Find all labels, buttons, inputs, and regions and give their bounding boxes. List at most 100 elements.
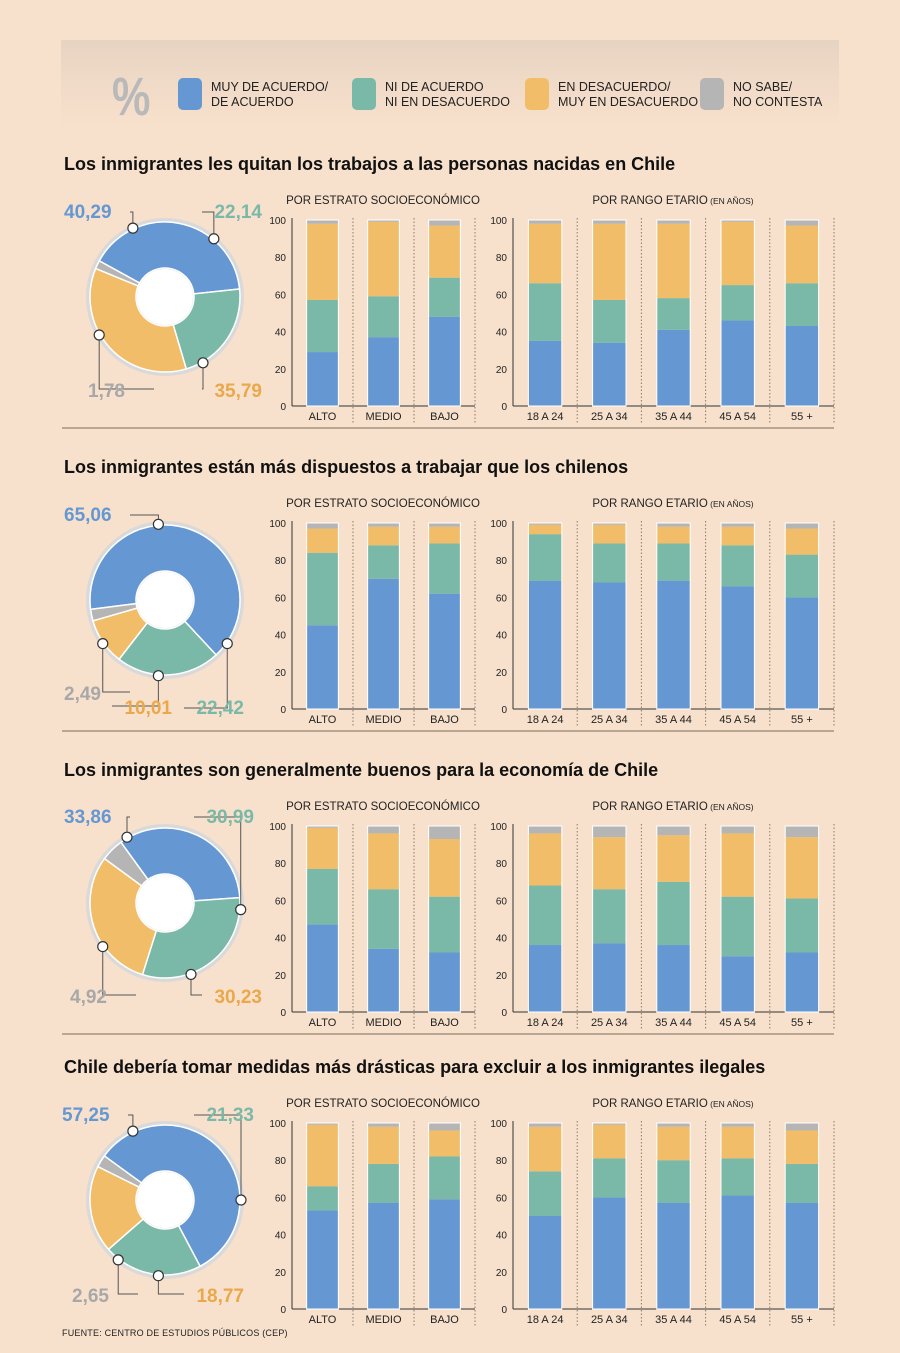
bar-segment-disagree (306, 223, 339, 300)
legend-label-disagree: EN DESACUERDO/ MUY EN DESACUERDO (558, 80, 699, 109)
leader-dot-neutral (221, 637, 233, 650)
leader-dot-dk (93, 329, 105, 341)
panel-header-strata: POR ESTRATO SOCIOECONÓMICO (286, 497, 480, 510)
y-tick-label: 100 (269, 519, 286, 530)
y-tick-label: 60 (496, 896, 508, 907)
bar-outline (428, 1122, 461, 1310)
donut-slice-dk (94, 259, 141, 287)
leader-line-neutral (202, 211, 215, 239)
bar-segment-agree (528, 340, 562, 406)
bar-segment-dk (656, 523, 691, 527)
panel-header-age: POR RANGO ETARIO (EN AÑOS) (592, 498, 753, 510)
y-tick-label: 80 (496, 1156, 508, 1167)
leader-line-dk (102, 643, 130, 693)
bar-segment-disagree (367, 833, 400, 890)
x-tick-label: ALTO (309, 1017, 337, 1029)
bar-segment-neutral (785, 898, 819, 953)
bar-segment-dk (785, 523, 819, 529)
y-tick-label: 0 (501, 1305, 507, 1316)
bar-segment-neutral (592, 543, 626, 583)
bar-outline (367, 219, 400, 407)
y-tick-label: 40 (496, 934, 508, 945)
bar-segment-disagree (592, 223, 626, 300)
leader-dot-neutral (235, 904, 247, 916)
bar-segment-disagree (428, 839, 461, 897)
bar-segment-disagree (528, 833, 562, 886)
bar-segment-agree (721, 1195, 755, 1309)
y-tick-label: 80 (496, 556, 508, 567)
bar-segment-disagree (367, 526, 400, 546)
panel-header-strata: POR ESTRATO SOCIOECONÓMICO (286, 194, 480, 207)
bar-segment-neutral (367, 296, 400, 338)
y-tick-label: 60 (275, 290, 287, 301)
bar-segment-disagree (528, 223, 562, 284)
x-tick-label: BAJO (430, 714, 459, 726)
donut-label-neutral: 30,99 (206, 807, 254, 828)
y-tick-label: 40 (496, 1231, 508, 1242)
leader-dot-neutral (208, 233, 220, 245)
leader-line-neutral (194, 1114, 242, 1200)
bar-segment-agree (656, 945, 691, 1012)
bar-segment-neutral (528, 283, 562, 341)
bar-segment-neutral (785, 1163, 819, 1203)
bar-outline (784, 1122, 820, 1310)
bar-segment-neutral (592, 889, 626, 944)
y-tick-label: 20 (496, 668, 508, 679)
donut-slice-dk (89, 602, 139, 622)
donut-label-dk: 2,65 (72, 1286, 109, 1307)
x-tick-label: 35 A 44 (655, 714, 692, 726)
y-tick-label: 20 (275, 668, 287, 679)
bar-outline (367, 1122, 400, 1310)
bar-segment-agree (367, 578, 400, 709)
x-tick-label: 45 A 54 (719, 714, 756, 726)
bar-segment-disagree (785, 1130, 819, 1164)
y-tick-label: 20 (496, 365, 508, 376)
bar-outline (367, 825, 400, 1013)
bar-segment-agree (592, 943, 626, 1012)
bar-segment-agree (656, 329, 691, 406)
bar-segment-dk (592, 826, 626, 838)
bar-segment-disagree (528, 1126, 562, 1172)
bar-outline (428, 522, 461, 710)
bar-segment-disagree (428, 526, 461, 544)
bar-outline (428, 825, 461, 1013)
bar-outline (592, 825, 627, 1013)
x-tick-label: 55 + (791, 411, 813, 423)
bar-segment-neutral (528, 885, 562, 946)
chart-section-1-graphics: 40,29 22,14 35,79 1,78 POR ESTRATO SOCIOECON… (62, 194, 835, 429)
bar-outline (306, 522, 339, 710)
x-tick-label: 18 A 24 (527, 714, 564, 726)
bar-segment-agree (721, 956, 755, 1012)
bar-segment-dk (306, 826, 339, 828)
bar-segment-agree (528, 580, 562, 709)
bar-panel-age: POR RANGO ETARIO (EN AÑOS) 0 20 40 60 80 100 18… (490, 801, 835, 1030)
bar-segment-disagree (785, 837, 819, 899)
donut-center (137, 269, 193, 325)
bar-segment-agree (592, 1197, 626, 1309)
bar-segment-dk (367, 523, 400, 527)
x-tick-label: 25 A 34 (591, 714, 628, 726)
donut-label-agree: 33,86 (64, 807, 112, 828)
donut-label-disagree: 35,79 (214, 381, 262, 402)
leader-dot-disagree (185, 968, 197, 981)
bar-segment-agree (367, 948, 400, 1012)
bar-outline (527, 219, 563, 407)
x-tick-label: 55 + (791, 714, 813, 726)
leader-dot-dk (112, 1254, 124, 1266)
bar-segment-dk (528, 523, 562, 525)
bar-segment-agree (428, 316, 461, 406)
leader-line-disagree (202, 362, 204, 390)
chart-section-4-graphics: 57,25 21,33 18,77 2,65 POR ESTRATO SOCIOECON… (62, 1097, 835, 1327)
bar-segment-agree (306, 625, 339, 709)
source-note: FUENTE: CENTRO DE ESTUDIOS PÚBLICOS (CEP… (62, 1328, 288, 1338)
leader-dot-disagree (152, 1270, 164, 1282)
section-title: Chile debería tomar medidas más drástica… (64, 1057, 766, 1077)
y-tick-label: 0 (501, 402, 507, 413)
bar-outline (367, 522, 400, 710)
bar-segment-agree (367, 337, 400, 406)
y-tick-label: 20 (275, 1268, 287, 1279)
bar-segment-neutral (785, 554, 819, 598)
bar-segment-neutral (306, 299, 339, 353)
y-tick-label: 40 (496, 328, 508, 339)
x-tick-label: MEDIO (365, 1314, 402, 1326)
